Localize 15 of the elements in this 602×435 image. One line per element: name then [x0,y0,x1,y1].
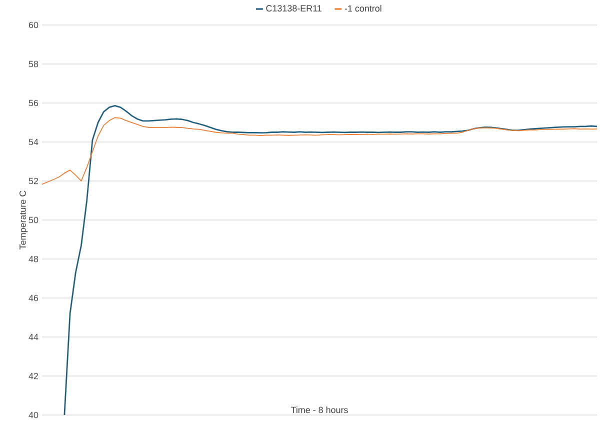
legend-label: -1 control [344,5,382,12]
y-tick-label: 56 [28,100,38,106]
y-tick-label: 52 [28,178,38,184]
y-axis-title: Temperature C [20,190,28,250]
y-tick-label: 60 [28,22,38,28]
y-tick-label: 46 [28,294,38,302]
y-tick-label: 50 [28,216,38,224]
x-axis-title: Time - 8 hours [290,406,348,414]
y-tick-label: 42 [28,372,38,380]
y-tick-label: 44 [28,334,38,340]
y-tick-label: 48 [28,256,38,262]
y-tick-label: 58 [28,60,38,68]
y-tick-label: 40 [28,412,38,418]
legend-label: C13138-ER11 [266,5,322,12]
y-tick-label: 54 [28,138,38,146]
